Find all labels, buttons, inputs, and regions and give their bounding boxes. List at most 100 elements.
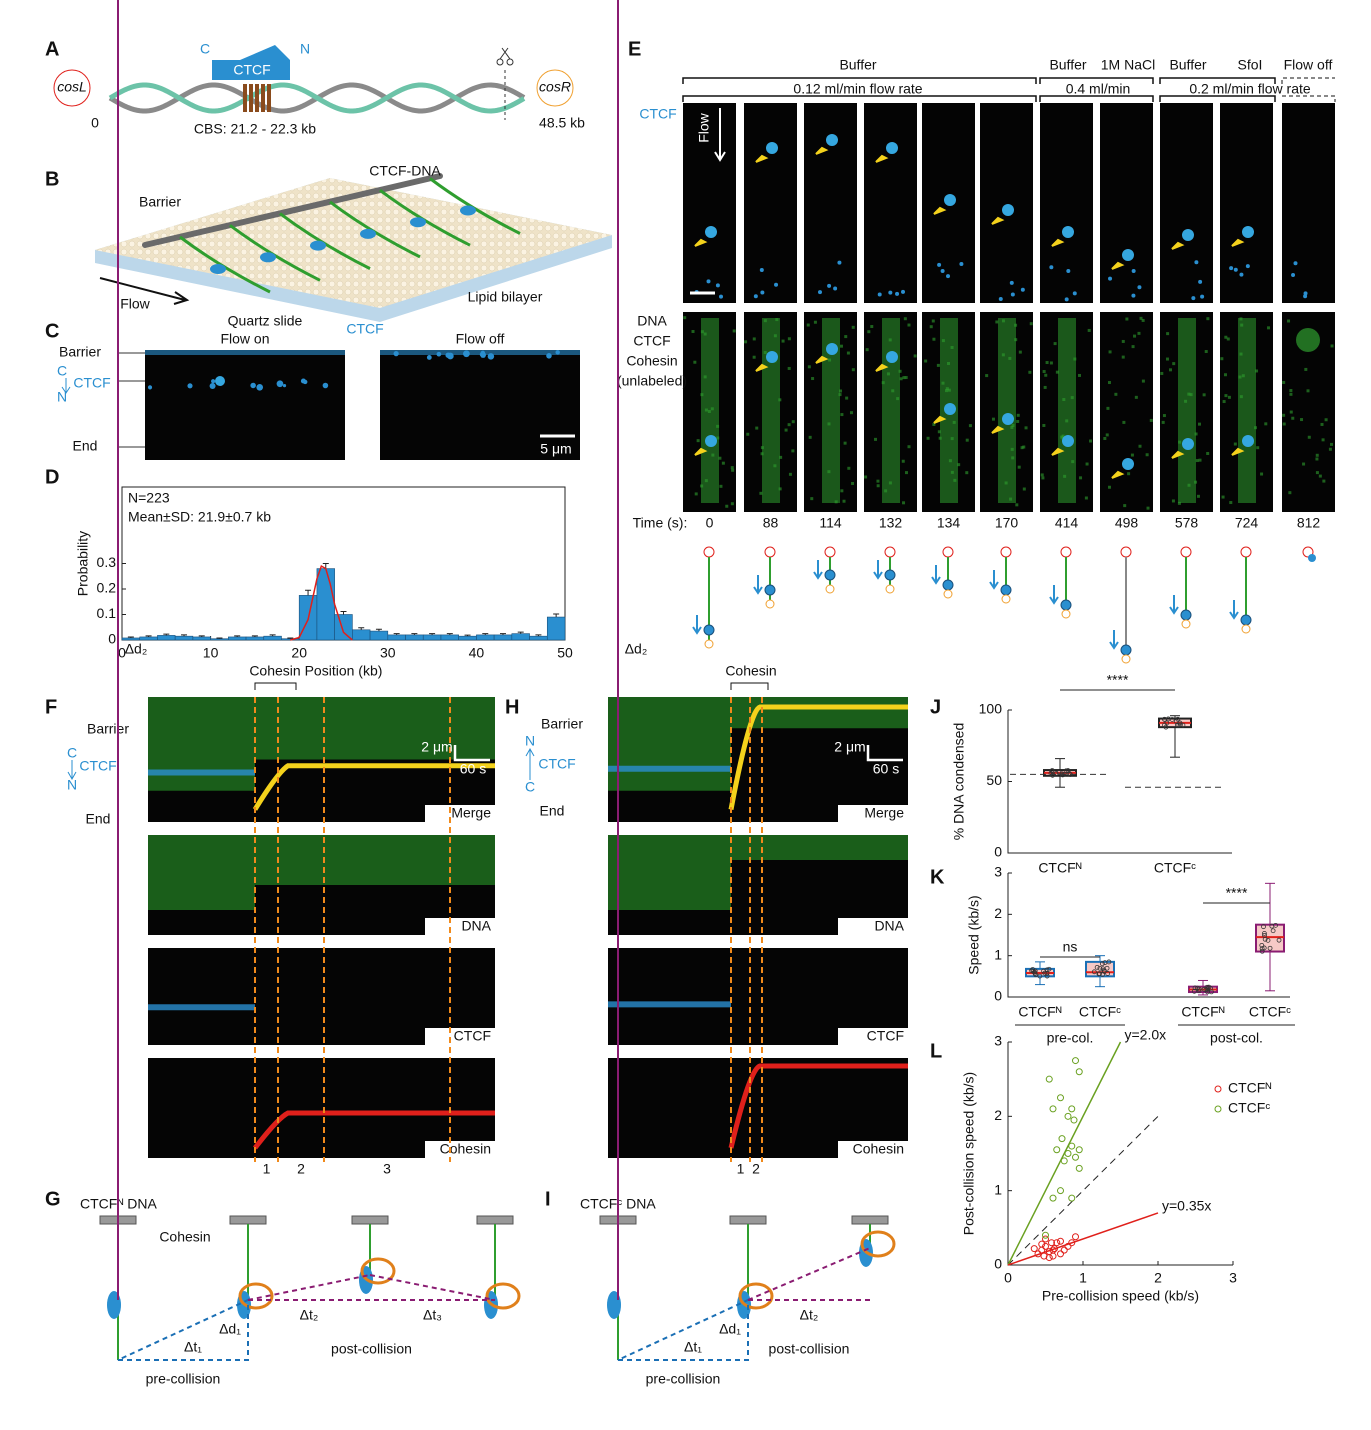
noise [845,396,849,400]
jitter [1032,970,1038,976]
spot [487,353,495,360]
image [1100,103,1153,303]
noise [759,491,763,495]
noise [731,468,735,472]
noise [1206,451,1210,455]
x-tick-label: 0 [118,645,126,661]
noise [1103,436,1107,440]
noise [1127,472,1131,476]
label: C [200,41,210,57]
label: CTCF-DNA [369,163,441,179]
noise [907,323,911,327]
x-tick-label: 30 [380,645,396,661]
jitter [1259,942,1265,948]
ctcf-shape [410,217,426,228]
noise [1028,370,1032,374]
bar [440,634,459,641]
cos-end [1180,546,1192,558]
noise [1022,487,1026,491]
x-tick-label: CTCFᶜ [1154,860,1196,876]
reference-line [1007,1115,1159,1266]
label: Flow off [456,331,505,347]
noise [995,320,999,324]
noise [1187,392,1191,396]
arrowhead [1111,261,1125,270]
dna-signal [255,835,495,885]
cos-end [824,546,836,558]
label: Δd₁ [719,1321,741,1337]
noise [851,481,855,485]
orient-arrow [525,747,535,780]
bracket [682,77,1037,102]
ctcf-shape [310,240,326,251]
channel-box [425,805,495,822]
panel-label: G [45,1188,61,1210]
noise [1001,319,1005,323]
panel-label: C [45,320,59,342]
point [1049,1194,1057,1202]
flow-arrow [753,575,763,595]
error-bar [517,631,524,634]
noise [931,319,935,323]
noise [1256,446,1260,450]
bar [174,635,194,641]
noise [1016,413,1020,417]
channel-box [425,1028,495,1045]
noise [1162,414,1166,418]
jitter [1049,768,1055,773]
noise [864,475,868,479]
error-bar [251,635,258,637]
noise [840,489,844,493]
noise [838,393,842,397]
channel-label: CTCF [454,1028,491,1044]
noise [888,481,892,485]
y-tick-label: 0 [994,988,1002,1004]
noise [903,317,907,321]
noise [1022,445,1026,449]
noise [755,426,759,430]
point [1040,1252,1048,1260]
point [1068,1142,1076,1150]
noise [901,459,905,463]
jitter [1094,964,1100,970]
lipid-bilayer [95,178,612,308]
label: End [86,811,111,827]
ctcf-spot [1062,435,1074,447]
noise [1008,356,1012,360]
label: Barrier [139,194,181,210]
fit-line [1007,1212,1159,1266]
y-axis-label: Probability [75,531,91,596]
noise [888,338,892,342]
noise [932,337,936,341]
ctcf-spot [1060,599,1072,611]
error-bar [358,627,365,630]
jitter [1053,771,1059,776]
noise [1194,480,1198,484]
label: Δt₂ [800,1307,819,1323]
noise [787,366,791,370]
ctcf-spot [826,134,838,146]
spot [463,350,470,358]
noise [718,456,722,460]
arrowhead [991,425,1005,434]
time-label: 88 [763,515,779,531]
spot [1194,260,1199,265]
barrier [851,1215,889,1225]
noise [760,446,764,450]
noise [839,344,843,348]
label: Δd₁ [219,1321,241,1337]
cos-end [1302,546,1314,558]
spot [1010,292,1015,297]
jitter [1208,989,1214,995]
error-bar [375,628,382,632]
cos-end [703,546,715,558]
bar [192,636,211,641]
cos-end [943,589,953,599]
phase-label: 1 [737,1161,745,1177]
jitter [1042,970,1048,976]
error-bar [234,635,241,637]
line-label: y=0.35x [1162,1198,1211,1214]
noise [849,411,853,415]
noise [1134,395,1138,399]
